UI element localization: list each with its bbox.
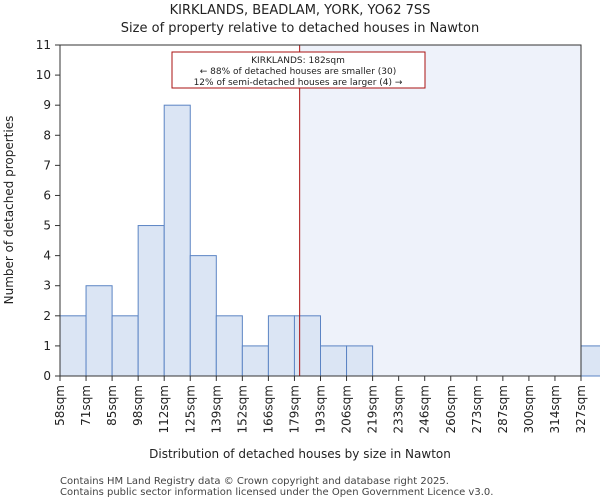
x-axis: 58sqm 71sqm 85sqm 98sqm 112sqm 125sqm 139sqm 15… — [53, 376, 588, 433]
y-axis-label: Number of detached properties — [2, 116, 16, 305]
annotation-line-1: KIRKLANDS: 182sqm — [251, 56, 345, 66]
x-tick-label: 112sqm — [157, 385, 171, 433]
x-tick-label: 314sqm — [548, 385, 562, 433]
x-tick-label: 206sqm — [340, 385, 354, 433]
annotation-box: KIRKLANDS: 182sqm ← 88% of detached hous… — [171, 51, 426, 89]
bar-166sqm — [267, 315, 295, 377]
x-tick-label: 179sqm — [287, 385, 301, 433]
x-tick-label: 273sqm — [470, 385, 484, 433]
y-tick-label: 6 — [43, 188, 51, 202]
bar-152sqm — [241, 345, 269, 377]
x-axis-label: Distribution of detached houses by size … — [149, 447, 451, 461]
chart-title: KIRKLANDS, BEADLAM, YORK, YO62 7SS — [170, 3, 431, 18]
bar-139sqm — [215, 315, 243, 377]
annotation-line-2: ← 88% of detached houses are smaller (30… — [200, 67, 397, 77]
y-tick-label: 8 — [43, 128, 51, 142]
chart-subtitle: Size of property relative to detached ho… — [121, 21, 479, 36]
y-tick-label: 10 — [36, 68, 51, 82]
footer-line-1: Contains HM Land Registry data © Crown c… — [60, 476, 449, 487]
y-axis: 0 1 2 3 4 5 6 7 8 9 10 11 — [36, 38, 60, 383]
footer-line-2: Contains public sector information licen… — [60, 487, 493, 498]
x-tick-label: 152sqm — [235, 385, 249, 433]
y-tick-label: 0 — [43, 369, 51, 383]
bar-206sqm — [346, 345, 374, 377]
x-tick-label: 287sqm — [496, 385, 510, 433]
x-tick-label: 219sqm — [366, 385, 380, 433]
x-tick-label: 300sqm — [522, 385, 536, 433]
x-tick-label: 98sqm — [131, 385, 145, 426]
bar-98sqm — [137, 225, 165, 377]
y-tick-label: 1 — [43, 339, 51, 353]
bar-327sqm — [580, 345, 600, 377]
x-tick-label: 327sqm — [574, 385, 588, 433]
bar-112sqm — [163, 104, 191, 377]
y-tick-label: 7 — [43, 158, 51, 172]
x-tick-label: 85sqm — [105, 385, 119, 426]
bar-193sqm — [320, 345, 348, 377]
y-tick-label: 9 — [43, 98, 51, 112]
x-tick-label: 233sqm — [392, 385, 406, 433]
y-tick-label: 11 — [36, 38, 51, 52]
x-tick-label: 166sqm — [261, 385, 275, 433]
bar-85sqm — [111, 315, 139, 377]
y-tick-label: 2 — [43, 309, 51, 323]
y-tick-label: 4 — [43, 249, 51, 263]
bar-71sqm — [85, 285, 113, 377]
bars-group — [59, 104, 600, 377]
y-tick-label: 5 — [43, 219, 51, 233]
annotation-line-3: 12% of semi-detached houses are larger (… — [194, 78, 403, 88]
x-tick-label: 246sqm — [418, 385, 432, 433]
bar-125sqm — [189, 255, 217, 377]
bar-179sqm — [293, 315, 322, 377]
x-tick-label: 193sqm — [314, 385, 328, 433]
bar-58sqm — [59, 315, 87, 377]
highlight-region — [299, 45, 581, 376]
y-tick-label: 3 — [43, 279, 51, 293]
x-tick-label: 71sqm — [79, 385, 93, 426]
x-tick-label: 58sqm — [53, 385, 67, 426]
x-tick-label: 125sqm — [183, 385, 197, 433]
x-tick-label: 139sqm — [209, 385, 223, 433]
x-tick-label: 260sqm — [444, 385, 458, 433]
